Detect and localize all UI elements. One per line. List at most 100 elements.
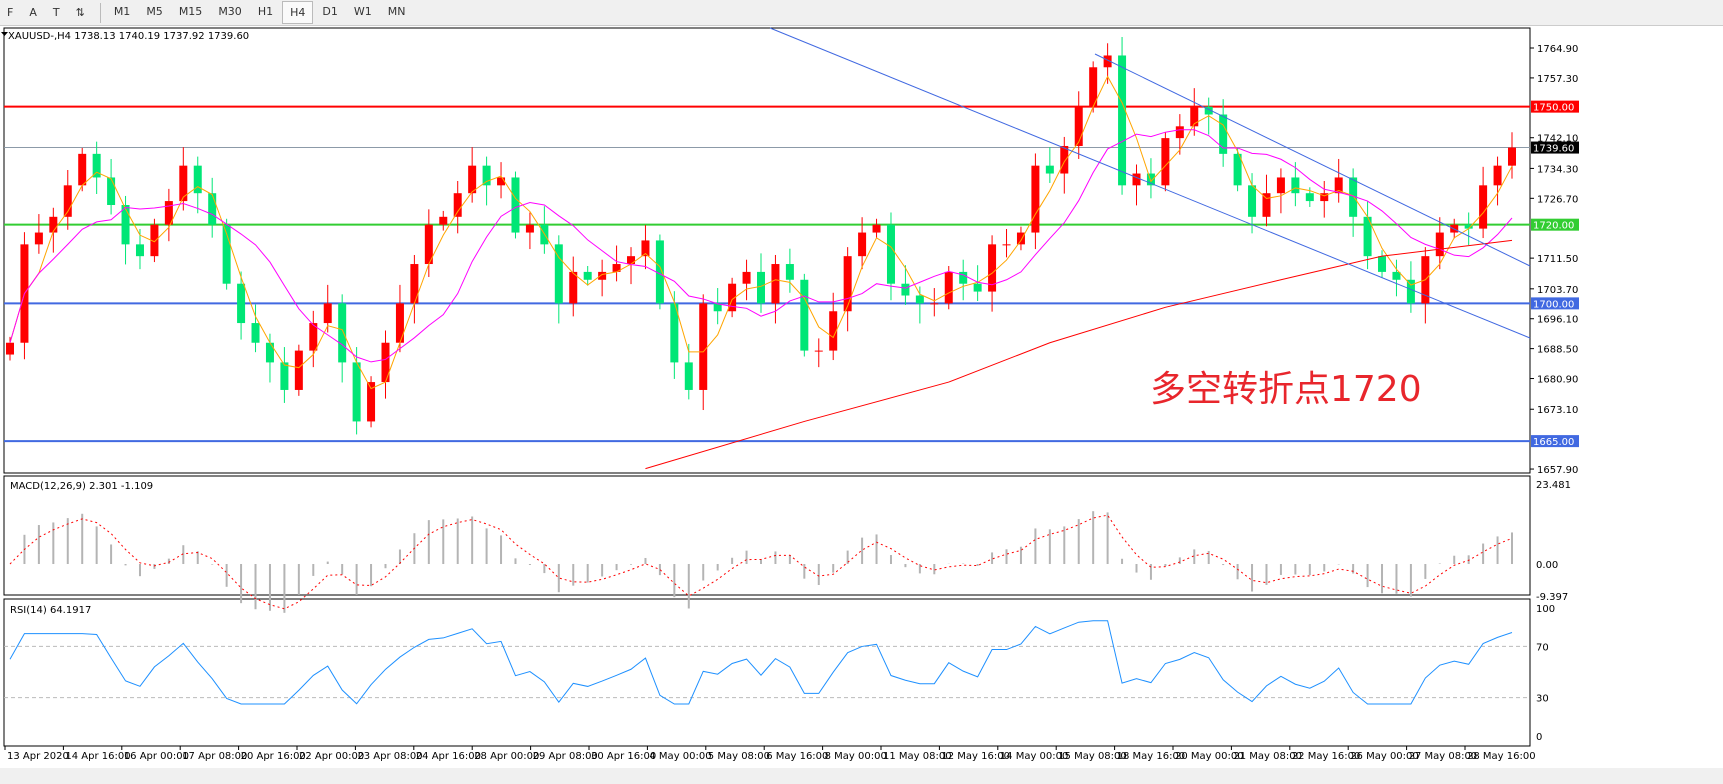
- candle-body: [468, 165, 477, 194]
- time-tick-label: 14 Apr 16:00: [65, 751, 130, 762]
- timeframe-w1[interactable]: W1: [353, 5, 372, 18]
- candle-body: [1146, 173, 1155, 186]
- candle-body: [959, 271, 968, 284]
- candle-body: [1074, 106, 1083, 146]
- main-pane-frame: [3, 27, 1531, 474]
- level-label-bg: [1531, 218, 1579, 231]
- candle-body: [655, 240, 664, 304]
- text-tool-button[interactable]: A: [29, 6, 37, 19]
- candle-body: [294, 350, 303, 390]
- macd-label: MACD(12,26,9) 2.301 -1.109: [10, 481, 153, 492]
- level-label: 1750.00: [1533, 103, 1574, 114]
- timeframe-d1[interactable]: D1: [322, 5, 338, 18]
- toolbar: F A T ⇅ M1 M5 M15 M30 H1 H4 D1 W1 MN: [0, 0, 1723, 26]
- timeframe-m5[interactable]: M5: [146, 5, 163, 18]
- candle-body: [1406, 279, 1415, 304]
- price-tick-label: 1673.10: [1537, 405, 1578, 416]
- time-tick-label: 21 May 08:00: [1233, 751, 1302, 762]
- timeframe-m1[interactable]: M1: [113, 5, 131, 18]
- candle-body: [150, 224, 159, 257]
- candle-body: [1493, 165, 1502, 186]
- candle-body: [1002, 244, 1011, 246]
- label-tool-button[interactable]: T: [52, 6, 60, 19]
- candle-body: [944, 271, 953, 304]
- toolbar-separator: [99, 2, 101, 23]
- candle-body: [800, 279, 809, 351]
- candle-body: [757, 271, 765, 304]
- candle-body: [1132, 173, 1141, 186]
- arrows-tool-button[interactable]: ⇅: [75, 6, 85, 19]
- candle-body: [554, 244, 563, 304]
- price-tick-label: 1657.90: [1537, 465, 1578, 476]
- candle-body: [1016, 232, 1025, 245]
- time-tick-label: 29 Apr 08:00: [533, 751, 598, 762]
- ma-mid-line: [9, 129, 1513, 363]
- rsi-line: [9, 620, 1513, 705]
- candle-body: [193, 165, 202, 194]
- macd-pane-frame: [3, 475, 1531, 596]
- level-label: 1665.00: [1533, 437, 1574, 448]
- time-tick-label: 28 May 16:00: [1467, 751, 1536, 762]
- time-tick-label: 13 Apr 2020: [7, 751, 69, 762]
- macd-tick-label: 23.481: [1536, 480, 1571, 491]
- chart-symbol-label: XAUUSD-,H4 1738.13 1740.19 1737.92 1739.…: [8, 31, 249, 42]
- timeframe-m15[interactable]: M15: [178, 5, 203, 18]
- macd-signal-line: [9, 514, 1513, 610]
- trendline-lower: [769, 27, 1531, 339]
- candle-body: [771, 264, 780, 304]
- time-tick-label: 6 May 16:00: [766, 751, 828, 762]
- candle-body: [699, 303, 708, 390]
- candle-body: [237, 283, 246, 324]
- candle-body: [453, 193, 462, 217]
- candle-body: [251, 323, 260, 343]
- macd-tick-label: -9.397: [1536, 592, 1568, 603]
- candle-body: [1175, 126, 1184, 139]
- macd-tick-label: 0.00: [1536, 560, 1558, 571]
- candle-body: [1233, 153, 1242, 186]
- time-tick-label: 28 Apr 00:00: [474, 751, 539, 762]
- rsi-tick-label: 30: [1536, 694, 1549, 705]
- candle-body: [63, 185, 72, 217]
- candle-body: [352, 362, 361, 422]
- candle-body: [1262, 193, 1271, 217]
- candle-body: [338, 303, 347, 363]
- candle-body: [1464, 224, 1473, 229]
- candle-body: [1118, 55, 1127, 186]
- timeframe-h4[interactable]: H4: [282, 1, 314, 24]
- candle-body: [208, 193, 217, 225]
- candle-body: [1349, 177, 1358, 217]
- level-label-bg: [1531, 100, 1579, 113]
- time-tick-label: 20 May 00:00: [1175, 751, 1244, 762]
- candle-body: [1508, 147, 1516, 166]
- candle-body: [1291, 177, 1300, 194]
- candle-body: [728, 283, 737, 312]
- timeframe-m30[interactable]: M30: [218, 5, 242, 18]
- candle-body: [713, 303, 722, 312]
- candle-body: [930, 303, 939, 305]
- candle-body: [627, 256, 636, 265]
- candle-body: [92, 153, 101, 178]
- time-tick-label: 23 Apr 08:00: [357, 751, 422, 762]
- fibo-tool-button[interactable]: F: [7, 6, 14, 19]
- candle-body: [1204, 106, 1213, 115]
- candle-body: [1479, 185, 1488, 229]
- annotation-text: 多空转折点1720: [1150, 369, 1422, 410]
- price-tick-label: 1757.30: [1537, 74, 1578, 85]
- time-tick-label: 22 Apr 00:00: [299, 751, 364, 762]
- candle-body: [34, 232, 43, 245]
- candle-body: [583, 271, 592, 280]
- price-tick-label: 1696.10: [1537, 315, 1578, 326]
- candle-body: [1334, 177, 1343, 194]
- time-tick-label: 15 May 08:00: [1058, 751, 1127, 762]
- timeframe-h1[interactable]: H1: [257, 5, 274, 18]
- price-tick-label: 1726.70: [1537, 194, 1578, 205]
- timeframe-mn[interactable]: MN: [387, 5, 406, 18]
- chart-area[interactable]: XAUUSD-,H4 1738.13 1740.19 1737.92 1739.…: [0, 26, 1723, 768]
- rsi-tick-label: 0: [1536, 732, 1542, 743]
- candle-body: [915, 295, 924, 304]
- time-tick-label: 26 May 00:00: [1350, 751, 1419, 762]
- candle-body: [843, 256, 852, 312]
- candle-body: [858, 232, 867, 257]
- time-tick-label: 30 Apr 16:00: [591, 751, 656, 762]
- time-tick-label: 4 May 00:00: [649, 751, 711, 762]
